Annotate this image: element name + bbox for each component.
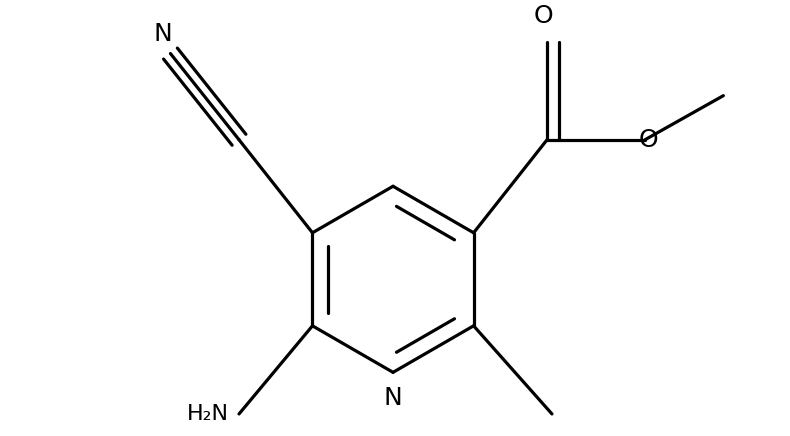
Text: O: O	[639, 128, 659, 152]
Text: N: N	[384, 386, 402, 410]
Text: N: N	[153, 22, 172, 46]
Text: O: O	[533, 4, 553, 28]
Text: H₂N: H₂N	[187, 404, 229, 424]
